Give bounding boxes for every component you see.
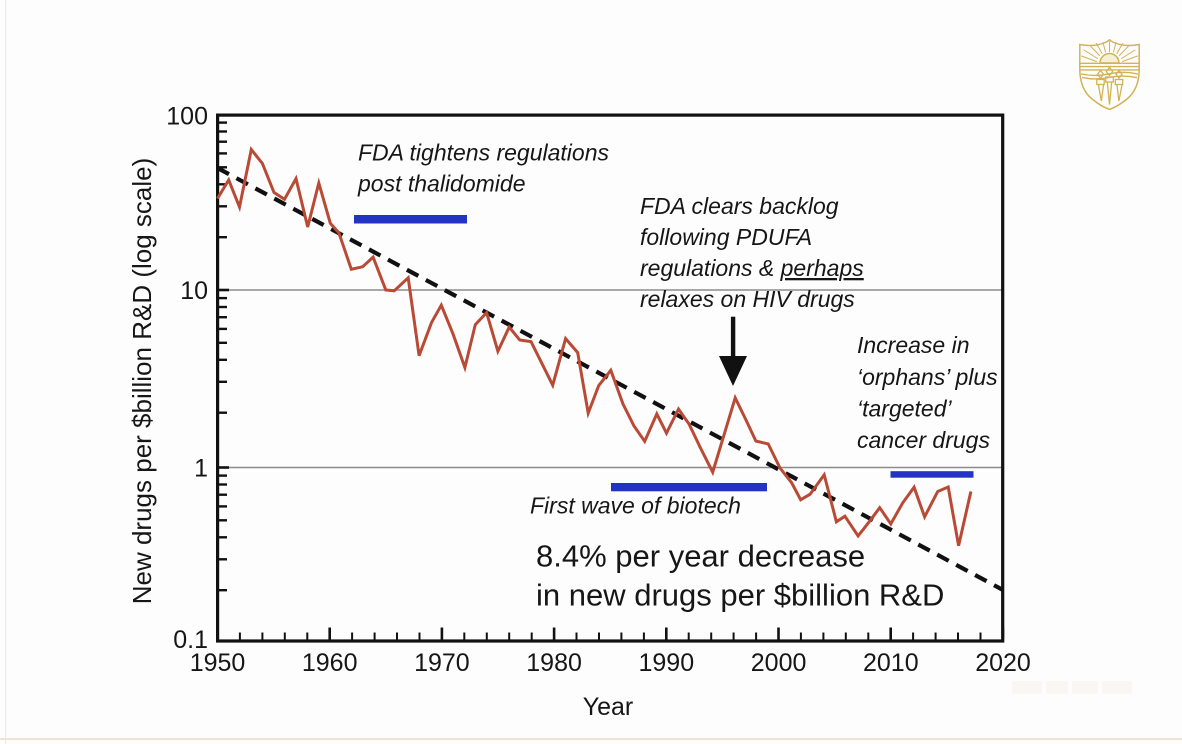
svg-text:following PDUFA: following PDUFA [640, 224, 812, 250]
svg-text:FDA clears backlog: FDA clears backlog [640, 193, 839, 219]
svg-text:Increase in: Increase in [857, 332, 970, 358]
svg-text:2010: 2010 [863, 649, 919, 677]
svg-text:in new drugs per $billion R&D: in new drugs per $billion R&D [536, 578, 944, 613]
svg-text:1980: 1980 [526, 649, 582, 677]
svg-text:Year: Year [583, 693, 634, 721]
svg-text:100: 100 [166, 103, 208, 131]
svg-text:regulations & perhaps: regulations & perhaps [640, 255, 864, 281]
svg-text:0.1: 0.1 [173, 626, 208, 654]
svg-text:‘targeted’: ‘targeted’ [857, 396, 953, 422]
svg-text:First wave of biotech: First wave of biotech [530, 493, 741, 519]
svg-text:8.4% per year decrease: 8.4% per year decrease [536, 539, 865, 574]
svg-text:2000: 2000 [751, 649, 807, 677]
svg-text:New drugs per $billion R&D (lo: New drugs per $billion R&D (log scale) [127, 158, 157, 605]
svg-text:1960: 1960 [302, 649, 358, 677]
svg-text:relaxes on HIV drugs: relaxes on HIV drugs [640, 286, 855, 312]
svg-text:post thalidomide: post thalidomide [357, 171, 526, 197]
svg-text:‘orphans’ plus: ‘orphans’ plus [857, 364, 998, 390]
svg-text:1950: 1950 [190, 649, 246, 677]
svg-text:FDA tightens regulations: FDA tightens regulations [358, 140, 610, 166]
svg-text:1970: 1970 [414, 649, 470, 677]
svg-text:1: 1 [194, 455, 208, 483]
svg-text:10: 10 [180, 277, 208, 305]
svg-text:1990: 1990 [638, 649, 694, 677]
svg-text:cancer drugs: cancer drugs [857, 427, 990, 453]
svg-text:2020: 2020 [975, 649, 1031, 677]
